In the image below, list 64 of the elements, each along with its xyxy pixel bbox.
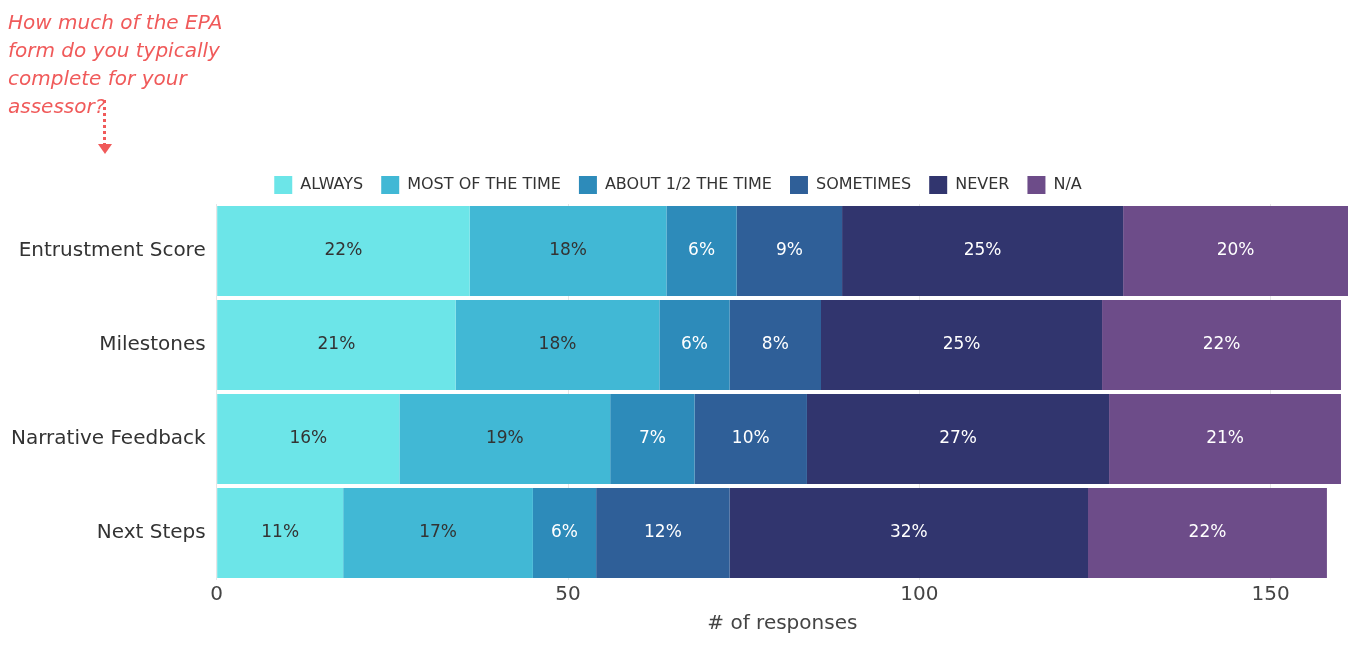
annotation: 7% [638,427,666,448]
bar [659,299,730,391]
text: How much of the EPA form do you typically complete for your assessor? [8,9,224,120]
annotation: 22% [1188,521,1227,542]
y-tick-label: Milestones [99,331,206,356]
bar [842,205,1124,297]
annotation: 25% [963,239,1002,260]
bar [217,205,470,297]
annotation: 16% [289,427,328,448]
annotation: 32% [889,521,928,542]
bar [217,299,456,391]
bar [217,393,400,485]
annotation: 25% [942,333,981,354]
bar [1102,299,1341,391]
annotation: 6% [551,521,579,542]
annotation: 10% [731,427,770,448]
legend-label: ALWAYS [300,174,364,194]
annotation: 12% [644,521,682,542]
legend-label: ABOUT 1/2 THE TIME [604,174,772,194]
bar [729,487,1089,579]
annotation: 22% [324,239,363,260]
bar [736,205,843,297]
annotation: 18% [549,239,587,260]
legend-label: NEVER [955,174,1010,194]
bar [1109,393,1341,485]
annotation: 17% [419,521,457,542]
bar [1088,487,1327,579]
y-tick-label: Next Steps [96,519,206,544]
x-tick-label: 150 [1251,581,1290,606]
annotation: 21% [1206,427,1244,448]
x-tick-label: 50 [555,581,581,606]
y-tick-label: Narrative Feedback [10,425,207,450]
bar [399,393,611,485]
bar [821,299,1103,391]
bar [1123,205,1348,297]
x-axis-title: # of responses [707,610,858,635]
annotation: 6% [688,239,716,260]
annotation: 8% [761,333,789,354]
annotation: 20% [1216,239,1255,260]
legend-label: MOST OF THE TIME [407,174,561,194]
annotation: 11% [261,521,300,542]
bar [666,205,737,297]
x-tick-label: 100 [900,581,939,606]
bar [469,205,667,297]
bar [532,487,597,579]
y-tick-label: Entrustment Score [18,237,206,262]
bar [694,393,807,485]
annotation: 9% [775,239,803,260]
bar [596,487,730,579]
bar [610,393,695,485]
x-tick-label: 0 [210,581,224,606]
bar [729,299,821,391]
annotation: 27% [939,427,977,448]
bar [343,487,533,579]
annotation: 19% [485,427,524,448]
annotation: 18% [538,333,577,354]
annotation: 21% [317,333,356,354]
bar [455,299,660,391]
legend-label: N/A [1053,174,1082,194]
bar [806,393,1110,485]
legend-label: SOMETIMES [815,174,912,194]
bar [217,487,344,579]
annotation: 22% [1202,333,1241,354]
annotation: 6% [681,333,709,354]
